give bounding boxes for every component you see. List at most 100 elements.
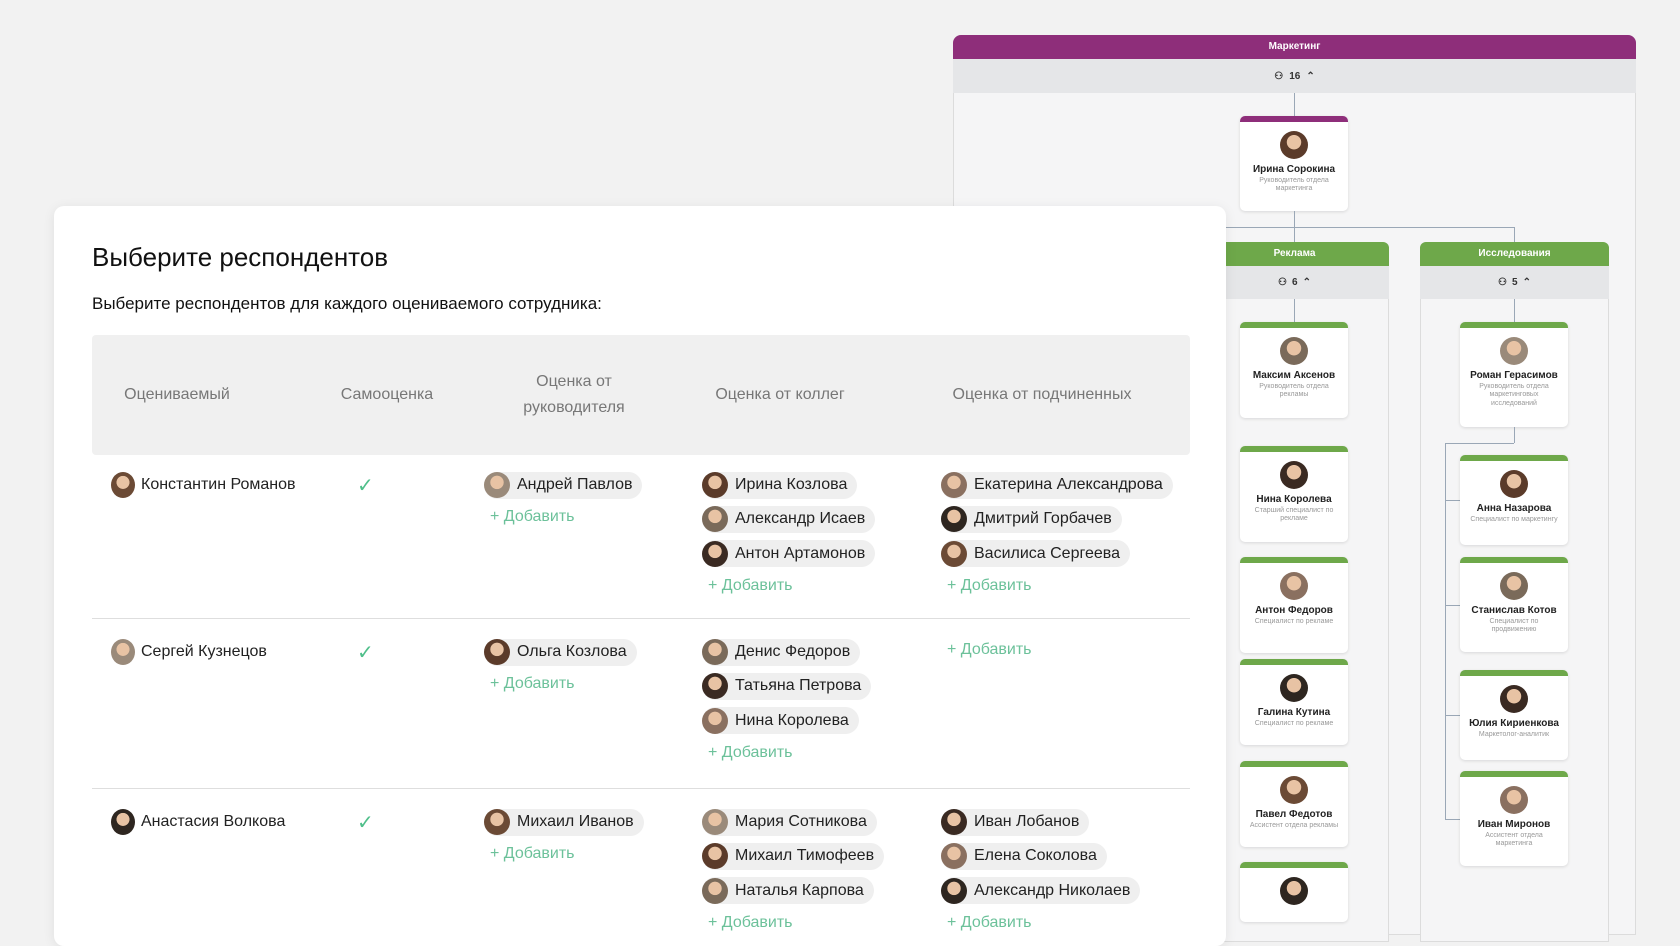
employee-card: Станислав Котов Специалист по продвижению	[1460, 557, 1568, 652]
add-button[interactable]: + Добавить	[490, 675, 575, 693]
avatar	[702, 506, 728, 533]
column-header: Оценка от подчиненных	[952, 386, 1132, 403]
respondent-pill: Михаил Иванов	[484, 808, 644, 836]
connector	[1445, 443, 1514, 444]
avatar	[1280, 776, 1308, 804]
add-button[interactable]: + Добавить	[708, 577, 793, 595]
avatar	[1500, 470, 1528, 498]
employee-role: Ассистент отдела рекламы	[1249, 822, 1339, 829]
avatar	[702, 673, 728, 700]
respondent-pill: Александр Исаев	[702, 505, 876, 533]
expand-icon: ⌃	[1306, 70, 1315, 82]
employee-card: Ирина Сорокина Руководитель отдела маркет…	[1240, 116, 1348, 211]
avatar	[1280, 337, 1308, 365]
employee-name: Константин Романов	[141, 476, 296, 493]
employee-name: Антон Федоров	[1255, 605, 1333, 616]
connector	[1294, 93, 1295, 116]
respondent-name: Дмитрий Горбачев	[974, 510, 1112, 528]
avatar	[484, 639, 510, 665]
add-label[interactable]: Добавить	[503, 845, 575, 863]
plus-icon: +	[490, 675, 504, 693]
employee-name: Иван Миронов	[1477, 819, 1551, 830]
respondent-name: Иван Лобанов	[974, 813, 1080, 830]
unit-header: Реклама	[1200, 242, 1389, 266]
people-count: 16	[1289, 70, 1301, 82]
respondent-pill: Нина Королева	[702, 707, 859, 735]
add-label[interactable]: Добавить	[721, 576, 793, 594]
connector	[1445, 604, 1460, 606]
avatar	[702, 472, 728, 498]
employee-role: Специалист по маркетингу	[1470, 516, 1558, 523]
row-divider	[92, 788, 1190, 789]
avatar	[702, 639, 728, 665]
add-button[interactable]: + Добавить	[490, 845, 575, 863]
avatar	[702, 540, 728, 567]
add-label[interactable]: Добавить	[960, 576, 1032, 594]
card-text: Антон Федоров Специалист по рекламе	[1240, 605, 1348, 626]
plus-icon: +	[947, 913, 961, 931]
table-header	[92, 335, 1190, 455]
avatar	[111, 809, 135, 835]
add-button[interactable]: + Добавить	[947, 914, 1032, 932]
column-header: Оценка от руководителя	[523, 373, 625, 416]
add-label[interactable]: Добавить	[721, 743, 793, 761]
connector	[1514, 227, 1515, 242]
plus-icon: +	[708, 576, 722, 594]
employee-name: Галина Кутина	[1257, 707, 1331, 718]
add-label[interactable]: Добавить	[503, 675, 575, 693]
respondent-pill: Михаил Тимофеев	[702, 842, 885, 870]
card-text: Ирина Сорокина Руководитель отдела маркет…	[1240, 164, 1348, 194]
respondent-pill: Наталья Карпова	[702, 877, 874, 905]
card-text: Галина Кутина Специалист по рекламе	[1240, 707, 1348, 728]
column-header: Оцениваемый	[124, 386, 230, 403]
avatar	[1500, 685, 1528, 713]
employee-role: Руководитель отдела маркетинговых исслед…	[1479, 383, 1549, 407]
add-button[interactable]: + Добавить	[708, 744, 793, 762]
add-button[interactable]: + Добавить	[490, 508, 575, 526]
card-text: Павел Федотов Ассистент отдела рекламы	[1240, 809, 1348, 830]
connector	[1445, 715, 1460, 716]
avatar	[1280, 131, 1308, 159]
respondent-name: Нина Королева	[735, 711, 849, 729]
employee-name: Анна Назарова	[1476, 503, 1552, 514]
add-button[interactable]: + Добавить	[708, 914, 793, 932]
respondent-pill: Дмитрий Горбачев	[941, 505, 1122, 533]
people-count: 6	[1292, 277, 1298, 288]
expand-icon: ⌃	[1302, 277, 1311, 288]
employee-card: Роман Герасимов Руководитель отдела марке…	[1460, 322, 1568, 427]
unit-bar: ⚇ 5 ⌃	[1420, 266, 1609, 299]
add-button[interactable]: + Добавить	[947, 577, 1032, 595]
add-label[interactable]: Добавить	[960, 641, 1032, 658]
avatar	[111, 639, 135, 665]
employee-name: Сергей Кузнецов	[141, 643, 267, 660]
unit-bar: ⚇ 6 ⌃	[1200, 266, 1389, 299]
avatar	[1280, 461, 1308, 489]
column-header: Оценка от коллег	[715, 386, 845, 403]
avatar	[1280, 572, 1308, 600]
modal-title: Выберите респондентов	[92, 242, 389, 272]
respondent-name: Ольга Козлова	[517, 643, 627, 660]
employee-name: Максим Аксенов	[1252, 370, 1336, 381]
add-button[interactable]: + Добавить	[947, 641, 1032, 659]
plus-icon: +	[490, 845, 504, 863]
add-label[interactable]: Добавить	[960, 913, 1032, 931]
avatar	[941, 843, 967, 870]
connector	[1445, 818, 1460, 820]
card-text: Максим Аксенов Руководитель отдела реклам…	[1240, 370, 1348, 400]
evaluated-employee: Сергей Кузнецов	[111, 639, 267, 665]
respondent-name: Ирина Козлова	[735, 476, 848, 493]
respondent-pill: Ольга Козлова	[484, 638, 637, 666]
add-label[interactable]: Добавить	[721, 913, 793, 931]
add-label[interactable]: Добавить	[503, 508, 575, 526]
employee-name: Станислав Котов	[1471, 605, 1557, 616]
page: (() => { const data = JSON.parse(documen…	[54, 35, 1636, 946]
employee-name: Павел Федотов	[1255, 809, 1333, 820]
connector	[1514, 427, 1515, 443]
connector	[1445, 443, 1446, 820]
connector	[1445, 500, 1460, 501]
connector	[1200, 227, 1514, 228]
employee-card: Анна Назарова Специалист по маркетингу	[1460, 455, 1568, 545]
employee-name: Роман Герасимов	[1470, 370, 1558, 381]
plus-icon: +	[490, 508, 504, 526]
people-icon: ⚇	[1278, 277, 1287, 288]
